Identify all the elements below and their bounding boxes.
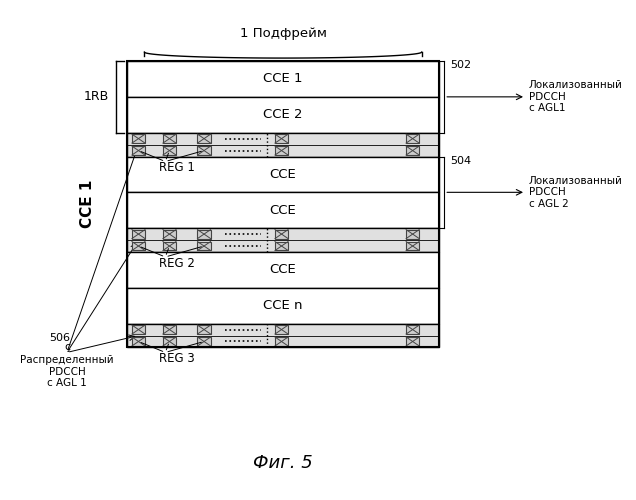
Text: CCE: CCE: [270, 264, 296, 276]
Bar: [406, 146, 419, 155]
Bar: [198, 242, 211, 250]
Text: 504: 504: [450, 156, 471, 166]
Text: 1RB: 1RB: [83, 90, 109, 104]
Bar: [406, 134, 419, 143]
Bar: [127, 324, 439, 347]
Bar: [163, 337, 176, 346]
Bar: [275, 337, 288, 346]
Text: REG 3: REG 3: [160, 352, 195, 366]
Text: CCE 1: CCE 1: [80, 180, 95, 228]
Text: CCE: CCE: [270, 168, 296, 181]
Bar: [127, 192, 439, 228]
Bar: [163, 134, 176, 143]
Bar: [275, 325, 288, 334]
Text: Распределенный
PDCCH
с AGL 1: Распределенный PDCCH с AGL 1: [20, 355, 114, 388]
Bar: [275, 242, 288, 250]
Text: 502: 502: [450, 60, 471, 70]
Bar: [132, 230, 145, 238]
Bar: [163, 325, 176, 334]
Bar: [198, 325, 211, 334]
Bar: [163, 242, 176, 250]
Text: REG 2: REG 2: [160, 257, 195, 270]
Bar: [127, 61, 439, 348]
Bar: [127, 97, 439, 132]
Bar: [406, 337, 419, 346]
Bar: [132, 325, 145, 334]
Bar: [275, 146, 288, 155]
Text: CCE 1: CCE 1: [263, 72, 303, 86]
Bar: [406, 242, 419, 250]
Bar: [127, 288, 439, 324]
Bar: [406, 325, 419, 334]
Bar: [132, 337, 145, 346]
Text: 506: 506: [49, 332, 70, 342]
Text: CCE 2: CCE 2: [263, 108, 303, 122]
Bar: [127, 61, 439, 97]
Bar: [198, 337, 211, 346]
Bar: [198, 146, 211, 155]
Bar: [127, 156, 439, 192]
Text: CCE: CCE: [270, 204, 296, 216]
Bar: [275, 134, 288, 143]
Text: 1 Подфрейм: 1 Подфрейм: [240, 27, 326, 40]
Bar: [132, 146, 145, 155]
Text: Локализованный
PDCCH
с AGL 2: Локализованный PDCCH с AGL 2: [529, 176, 623, 209]
Text: ç: ç: [64, 342, 70, 352]
Text: Локализованный
PDCCH
с AGL1: Локализованный PDCCH с AGL1: [529, 80, 623, 114]
Bar: [198, 230, 211, 238]
Text: CCE n: CCE n: [263, 299, 303, 312]
Bar: [132, 134, 145, 143]
Text: Фиг. 5: Фиг. 5: [253, 454, 312, 472]
Bar: [127, 132, 439, 156]
Bar: [163, 230, 176, 238]
Bar: [127, 252, 439, 288]
Text: REG 1: REG 1: [160, 162, 195, 174]
Bar: [132, 242, 145, 250]
Bar: [163, 146, 176, 155]
Bar: [406, 230, 419, 238]
Bar: [198, 134, 211, 143]
Bar: [127, 228, 439, 252]
Bar: [275, 230, 288, 238]
